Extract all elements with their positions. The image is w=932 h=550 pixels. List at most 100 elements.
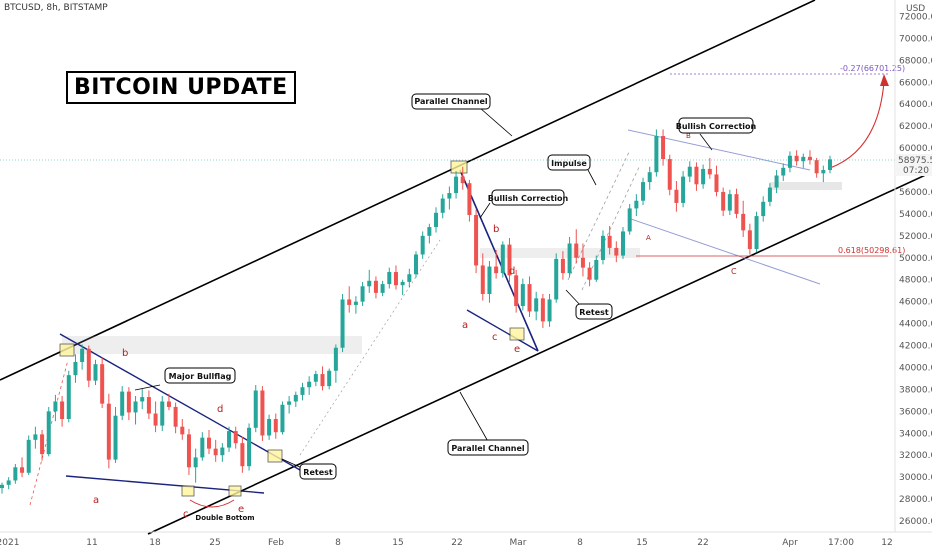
countdown-value: 07:20 — [903, 166, 929, 176]
marker-box — [228, 485, 242, 497]
channel-lower-line — [147, 171, 932, 535]
candle-body — [507, 244, 512, 276]
candle-body — [721, 191, 726, 211]
price-tick-label: 34000.00 — [899, 429, 932, 439]
candle-body — [707, 168, 712, 175]
candle-body — [427, 227, 432, 236]
candle-body — [387, 272, 392, 285]
callout-box — [164, 367, 236, 384]
candle-body — [687, 166, 692, 177]
wave-label-flag-a: a — [93, 495, 99, 506]
candle-body — [494, 266, 499, 274]
time-axis[interactable]: 2021 11 18 25 Feb 8 15 22 Mar 8 15 22 Apr 17:00 12 — [0, 531, 932, 548]
wave-label-wedge-a: a — [462, 320, 468, 331]
wave-label-flag-d: d — [217, 404, 223, 415]
callout-box — [547, 154, 591, 171]
callout-box — [447, 439, 529, 456]
candle-body — [420, 235, 425, 255]
candle-body — [287, 401, 292, 405]
candle-body — [814, 160, 819, 174]
candle-body — [667, 159, 672, 190]
candle-body — [300, 387, 305, 395]
current-price-value: 58975.58 — [898, 156, 932, 166]
fib-618-label: 0.618(50298.61) — [838, 246, 905, 255]
candle-body — [560, 258, 565, 274]
price-tick-label: 40000.00 — [899, 363, 932, 373]
candle-body — [66, 375, 71, 420]
impulse-guides — [567, 149, 641, 291]
candle-body — [547, 299, 552, 322]
candle-body — [53, 401, 58, 412]
candle-body — [500, 244, 505, 274]
candle-body — [6, 480, 11, 485]
candle-body — [514, 275, 519, 307]
candle-body — [340, 299, 345, 348]
price-tick-label: 50000.00 — [899, 254, 932, 264]
symbol-header: BTCUSD, 8h, BITSTAMP — [4, 3, 108, 13]
candle-body — [454, 176, 459, 194]
candle-body — [774, 175, 779, 188]
time-tick-label: 18 — [149, 538, 161, 548]
candle-body — [327, 370, 332, 387]
price-tick-label: 32000.00 — [899, 451, 932, 461]
price-axis[interactable]: 72000.00 70000.00 68000.00 66000.00 64000.00… — [894, 0, 932, 532]
candle-body — [380, 284, 385, 293]
candle-body — [100, 364, 105, 404]
candle-body — [166, 401, 171, 407]
candle-body — [527, 284, 532, 312]
bullish-correction-2-label: Bullish Correction — [676, 122, 757, 131]
price-tick-label: 28000.00 — [899, 495, 932, 505]
candle-body — [180, 426, 185, 435]
price-tick-label: 54000.00 — [899, 210, 932, 220]
callout-box — [299, 463, 337, 480]
candle-body — [220, 447, 225, 456]
candle-body — [200, 437, 205, 458]
time-tick-label: Feb — [268, 538, 284, 548]
wave-label-wedge-d: d — [509, 266, 515, 277]
candle-body — [133, 401, 138, 413]
time-tick-label: 8 — [577, 538, 583, 548]
candle-body — [273, 419, 278, 433]
candle-body — [787, 155, 792, 168]
candle-body — [93, 364, 98, 381]
candle-body — [240, 443, 245, 467]
time-tick-label: 8 — [335, 538, 341, 548]
candle-body — [73, 361, 78, 376]
candle-body — [267, 419, 272, 436]
candle-body — [447, 193, 452, 199]
current-price-badge — [895, 154, 932, 176]
breakout-zone — [770, 182, 842, 190]
candle-body — [807, 156, 812, 161]
candle-body — [614, 247, 619, 256]
candle-body — [574, 243, 579, 258]
candle-body — [734, 194, 739, 214]
candle-body — [567, 243, 572, 274]
time-tick-label: 25 — [209, 538, 220, 548]
callout-box — [678, 117, 754, 134]
parallel-channel-bottom-label: Parallel Channel — [451, 444, 525, 453]
double-bottom-arrow — [189, 499, 235, 508]
candle-body — [627, 208, 632, 232]
candle-body — [373, 280, 378, 293]
candle-body — [634, 200, 639, 209]
candle-body — [747, 230, 752, 249]
candle-body — [186, 434, 191, 468]
wave-label-flag-c: c — [183, 509, 189, 520]
candle-body — [360, 286, 365, 302]
projection-arrowhead — [880, 74, 889, 86]
time-tick-label: Mar — [510, 538, 527, 548]
candle-body — [801, 156, 806, 162]
wedge-upper-line — [459, 169, 539, 352]
candle-body — [794, 155, 799, 162]
candle-body — [647, 172, 652, 183]
price-tick-label: 72000.00 — [899, 12, 932, 22]
candle-body — [20, 467, 25, 473]
candle-body — [754, 216, 759, 249]
callout-box — [491, 189, 565, 206]
price-tick-label: 64000.00 — [899, 100, 932, 110]
candle-body — [480, 265, 485, 294]
callouts: Parallel Channel Parallel Channel Major … — [134, 93, 757, 522]
candle-body — [113, 415, 118, 460]
candle-body — [146, 397, 151, 414]
